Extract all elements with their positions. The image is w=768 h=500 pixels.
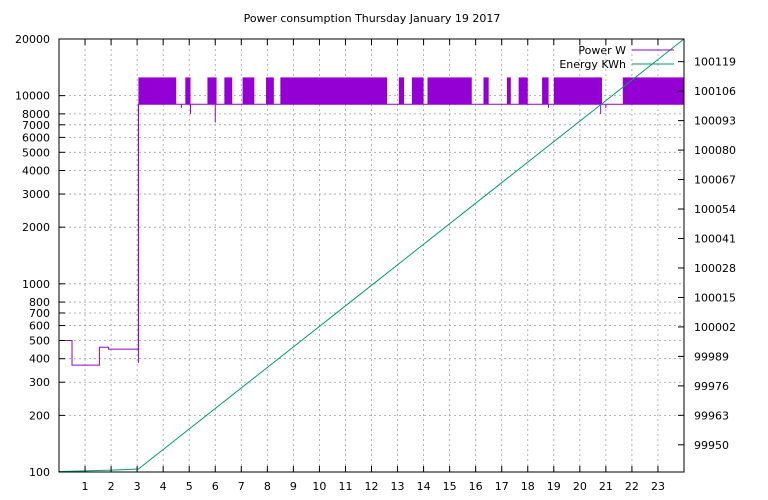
y2-tick-label: 100106 — [694, 85, 736, 98]
power-oscillation-band — [185, 77, 191, 105]
x-tick-label: 4 — [160, 480, 167, 493]
y-tick-label: 10000 — [15, 90, 50, 103]
power-oscillation-band — [506, 77, 511, 105]
x-tick-label: 2 — [108, 480, 115, 493]
x-tick-label: 5 — [186, 480, 193, 493]
power-oscillation-band — [280, 77, 388, 105]
power-oscillation-band — [622, 77, 684, 105]
y2-tick-label: 100015 — [694, 291, 736, 304]
x-tick-label: 17 — [495, 480, 509, 493]
x-tick-label: 6 — [212, 480, 219, 493]
y2-tick-label: 99976 — [694, 380, 729, 393]
x-tick-label: 22 — [625, 480, 639, 493]
y-tick-label: 7000 — [22, 119, 50, 132]
y-tick-label: 300 — [29, 376, 50, 389]
axes: 1 2 3 4 5 6 7 8 9 10 11 12 13 14 15 16 17 18 19 20 21 22 23100… — [15, 33, 736, 493]
y-tick-label: 500 — [29, 334, 50, 347]
y-tick-label: 3000 — [22, 188, 50, 201]
x-tick-label: 13 — [391, 480, 405, 493]
x-tick-label: 18 — [521, 480, 535, 493]
power-oscillation-band — [542, 77, 549, 105]
plot-area — [58, 38, 685, 473]
y2-tick-label: 99989 — [694, 350, 729, 363]
y-tick-label: 1000 — [22, 278, 50, 291]
y2-tick-label: 99950 — [694, 439, 729, 452]
y-tick-label: 2000 — [22, 221, 50, 234]
x-tick-label: 8 — [264, 480, 271, 493]
x-tick-label: 19 — [547, 480, 561, 493]
legend-energy-label: Energy KWh — [559, 58, 626, 71]
x-tick-label: 15 — [443, 480, 457, 493]
y-tick-label: 700 — [29, 307, 50, 320]
x-tick-label: 9 — [290, 480, 297, 493]
power-oscillation-band — [483, 77, 489, 105]
power-oscillation-band — [224, 77, 233, 105]
power-oscillation-band — [266, 77, 274, 105]
x-tick-label: 10 — [312, 480, 326, 493]
y-tick-label: 800 — [29, 296, 50, 309]
legend-power-label: Power W — [578, 44, 626, 57]
y2-tick-label: 100002 — [694, 321, 736, 334]
y-tick-label: 400 — [29, 353, 50, 366]
power-oscillation-band — [518, 77, 528, 105]
x-tick-label: 1 — [82, 480, 89, 493]
x-tick-label: 20 — [573, 480, 587, 493]
y2-tick-label: 100028 — [694, 262, 736, 275]
y-tick-label: 5000 — [22, 146, 50, 159]
y-tick-label: 4000 — [22, 165, 50, 178]
y2-tick-label: 100093 — [694, 115, 736, 128]
y2-tick-label: 100054 — [694, 203, 736, 216]
y-tick-label: 200 — [29, 409, 50, 422]
power-oscillation-band — [553, 77, 602, 105]
y2-tick-label: 99963 — [694, 409, 729, 422]
x-tick-label: 23 — [651, 480, 665, 493]
y-tick-label: 8000 — [22, 108, 50, 121]
power-oscillation-band — [242, 77, 255, 105]
power-oscillation-band — [398, 77, 405, 105]
chart-title: Power consumption Thursday January 19 20… — [244, 12, 501, 25]
x-tick-label: 3 — [134, 480, 141, 493]
x-tick-label: 21 — [599, 480, 613, 493]
power-oscillation-band — [207, 77, 217, 105]
y2-tick-label: 100119 — [694, 56, 736, 69]
y2-tick-label: 100041 — [694, 232, 736, 245]
power-oscillation-band — [411, 77, 424, 105]
x-tick-label: 14 — [417, 480, 431, 493]
power-oscillation-band — [427, 77, 472, 105]
y-tick-label: 6000 — [22, 131, 50, 144]
legend: Power W Energy KWh — [559, 44, 674, 71]
x-tick-label: 7 — [238, 480, 245, 493]
x-tick-label: 11 — [338, 480, 352, 493]
x-tick-label: 16 — [469, 480, 483, 493]
x-tick-label: 12 — [365, 480, 379, 493]
y-tick-label: 100 — [29, 466, 50, 479]
y2-tick-label: 100080 — [694, 144, 736, 157]
y-tick-label: 600 — [29, 320, 50, 333]
grid — [59, 39, 684, 472]
y-tick-label: 20000 — [15, 33, 50, 46]
y2-tick-label: 100067 — [694, 174, 736, 187]
power-oscillation-band — [138, 77, 177, 105]
